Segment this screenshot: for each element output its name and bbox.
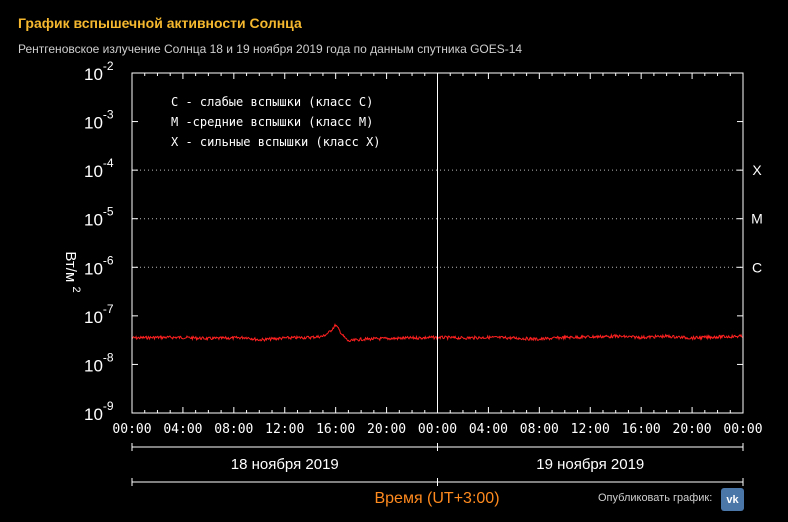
share-label: Опубликовать график: [598,492,713,504]
x-tick-label: 04:00 [163,422,202,437]
x-tick-label: 04:00 [469,422,508,437]
y-tick-label: 10-9 [84,399,114,424]
vk-logo-icon[interactable]: vk [721,488,744,511]
legend-entry: C - слабые вспышки (класс C) [171,95,373,109]
x-tick-label: 16:00 [622,422,661,437]
x-tick-label: 16:00 [316,422,355,437]
page-subtitle: Рентгеновское излучение Солнца 18 и 19 н… [18,42,523,56]
x-tick-label: 12:00 [571,422,610,437]
x-tick-label: 12:00 [265,422,304,437]
chart-labels: XMC10-210-310-410-510-610-710-810-900:00… [62,59,763,507]
y-tick-label: 10-2 [84,59,114,84]
x-tick-label: 00:00 [112,422,151,437]
x-tick-label: 20:00 [673,422,712,437]
y-tick-label: 10-3 [84,108,114,133]
x-tick-label: 00:00 [723,422,762,437]
legend-entry: M -средние вспышки (класс M) [171,115,373,129]
y-tick-label: 10-4 [84,156,114,181]
y-axis-label: Вт/м 2 [62,251,82,292]
page-title: График вспышечной активности Солнца [18,15,302,31]
day-label: 18 ноября 2019 [231,456,339,473]
day-label: 19 ноября 2019 [536,456,644,473]
x-tick-label: 00:00 [418,422,457,437]
x-tick-label: 20:00 [367,422,406,437]
y-tick-label: 10-7 [84,302,114,327]
class-level-label: M [751,211,763,227]
y-tick-label: 10-6 [84,253,114,278]
legend-entry: X - сильные вспышки (класс X) [171,135,381,149]
chart-axes [131,72,744,486]
x-tick-label: 08:00 [214,422,253,437]
class-level-label: C [752,259,762,275]
y-tick-label: 10-8 [84,350,114,375]
x-axis-label: Время (UT+3:00) [374,490,499,507]
x-tick-label: 08:00 [520,422,559,437]
y-tick-label: 10-5 [84,205,114,230]
class-level-label: X [752,162,762,178]
